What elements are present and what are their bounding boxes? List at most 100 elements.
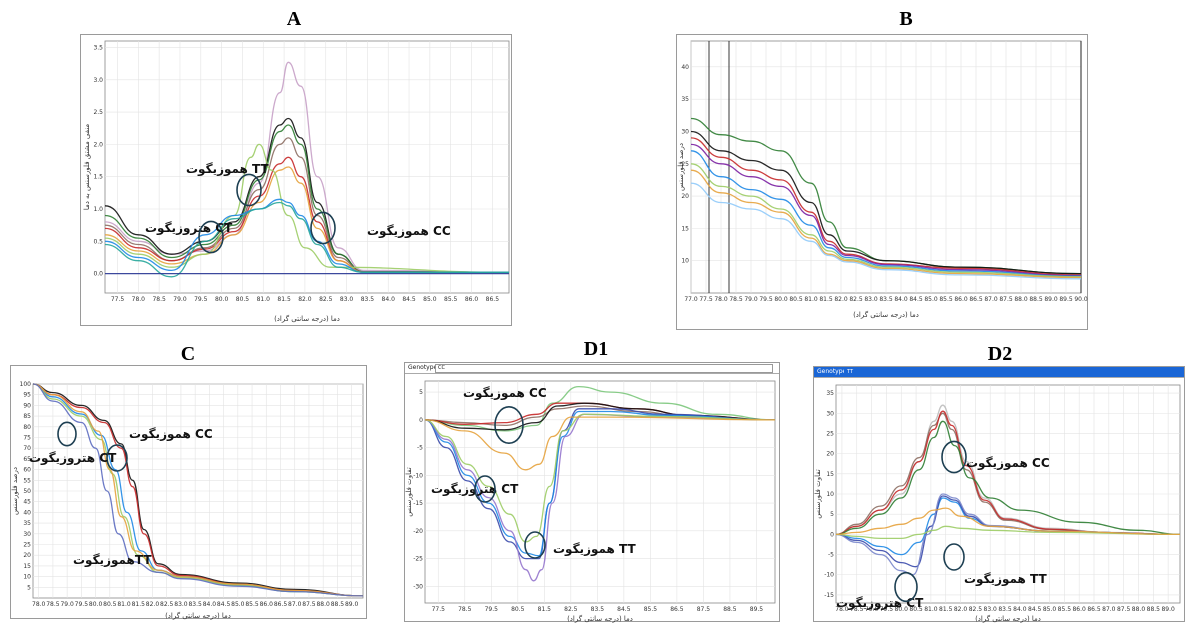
- y-tick-label: -5: [417, 445, 423, 452]
- genotype-annotation: هموزیگوت CC: [129, 427, 213, 442]
- y-tick-label: 75: [23, 435, 31, 442]
- y-tick-label: 0.5: [93, 238, 103, 245]
- x-tick-label: 81.5: [538, 606, 552, 613]
- x-tick-label: 79.0: [744, 296, 758, 303]
- x-tick-label: 85.0: [924, 296, 938, 303]
- x-tick-label: 89.0: [345, 601, 359, 608]
- y-tick-label: 5: [830, 511, 834, 518]
- y-tick-label: 15: [23, 563, 31, 570]
- x-tick-label: 80.5: [511, 606, 525, 613]
- y-tick-label: 40: [23, 509, 31, 516]
- highlight-circle: [474, 475, 496, 503]
- y-tick-label: -20: [413, 528, 423, 535]
- series-line-3: [690, 137, 1082, 276]
- y-tick-label: 1.0: [93, 206, 103, 213]
- series-line-4: [835, 420, 1181, 536]
- genotype-annotation: هموزیگوت TT: [964, 572, 1048, 587]
- series-line-5: [32, 383, 364, 597]
- highlight-circle: [941, 440, 967, 474]
- x-tick-label: 78.0: [32, 601, 46, 608]
- series-line-2: [690, 130, 1082, 275]
- y-tick-label: -10: [824, 572, 834, 579]
- series-line-6: [104, 166, 509, 273]
- panel-title-a: A: [286, 8, 302, 30]
- highlight-circle: [494, 405, 524, 445]
- x-tick-label: 82.5: [849, 296, 863, 303]
- highlight-circle: [524, 531, 546, 559]
- y-tick-label: 20: [826, 451, 834, 458]
- x-tick-label: 80.5: [789, 296, 803, 303]
- x-tick-label: 79.0: [60, 601, 74, 608]
- x-tick-label: 87.5: [697, 606, 711, 613]
- highlight-circle: [57, 421, 77, 447]
- y-axis-label: درصد فلورسنس: [11, 467, 19, 515]
- highlight-circle: [106, 444, 128, 472]
- x-tick-label: 84.0: [1013, 606, 1027, 613]
- series-line-9: [424, 416, 776, 471]
- y-tick-label: 3.0: [93, 77, 103, 84]
- x-tick-label: 82.5: [319, 296, 333, 303]
- x-tick-label: 88.0: [316, 601, 330, 608]
- x-tick-label: 86.5: [969, 296, 983, 303]
- highlight-circle: [943, 543, 965, 571]
- genotype-select-d1[interactable]: CC: [435, 364, 773, 373]
- y-tick-label: 25: [826, 430, 834, 437]
- x-tick-label: 85.5: [245, 601, 259, 608]
- y-tick-label: 10: [23, 574, 31, 581]
- y-tick-label: 5: [419, 389, 423, 396]
- y-axis-label: تفاوت فلورسنس: [405, 467, 413, 516]
- x-tick-label: 86.0: [954, 296, 968, 303]
- genotype-annotation: هموزیگوتTT: [73, 553, 152, 568]
- genotype-annotation: هتروزیگوت CT: [145, 221, 233, 236]
- y-tick-label: -25: [413, 556, 423, 563]
- series-line-6: [32, 383, 364, 597]
- genotype-label-d2: Genotype: [817, 368, 847, 375]
- x-tick-label: 89.0: [1044, 296, 1058, 303]
- x-tick-label: 82.0: [298, 296, 312, 303]
- x-tick-label: 86.0: [465, 296, 479, 303]
- y-tick-label: 50: [23, 488, 31, 495]
- y-tick-label: 3.5: [93, 44, 103, 51]
- x-tick-label: 88.5: [723, 606, 737, 613]
- y-tick-label: 0: [419, 417, 423, 424]
- genotype-annotation: هموزیگوت CC: [966, 456, 1050, 471]
- x-tick-label: 88.0: [1132, 606, 1146, 613]
- y-tick-label: -10: [413, 472, 423, 479]
- x-tick-label: 83.5: [998, 606, 1012, 613]
- x-tick-label: 86.5: [274, 601, 288, 608]
- y-axis-label: منفی مشتق فلورسنس به دما: [83, 124, 91, 211]
- series-line-6: [690, 163, 1082, 278]
- x-tick-label: 82.5: [160, 601, 174, 608]
- y-tick-label: 20: [23, 552, 31, 559]
- y-tick-label: 10: [681, 258, 689, 265]
- x-tick-label: 81.0: [924, 606, 938, 613]
- chart-b-svg: 77.0 77.5 78.0 78.5 79.0 79.5 80.0 80.5 81.0 81.5…: [677, 40, 1088, 319]
- x-tick-label: 85.5: [939, 296, 953, 303]
- x-tick-label: 84.0: [203, 601, 217, 608]
- x-tick-label: 89.5: [750, 606, 764, 613]
- series-line-8: [835, 525, 1181, 540]
- y-tick-label: 25: [681, 161, 689, 168]
- x-tick-label: 78.5: [729, 296, 743, 303]
- x-tick-label: 78.0: [714, 296, 728, 303]
- x-tick-label: 83.5: [188, 601, 202, 608]
- x-tick-label: 80.0: [774, 296, 788, 303]
- x-tick-label: 88.0: [1014, 296, 1028, 303]
- x-tick-label: 79.5: [880, 606, 894, 613]
- x-tick-label: 84.5: [1028, 606, 1042, 613]
- genotype-select-d2[interactable]: TT: [844, 368, 1178, 377]
- chart-a-svg: 77.5 78.0 78.5 79.0 79.5 80.0 80.5 81.0 81.5 82.0…: [83, 40, 510, 323]
- y-tick-label: 70: [23, 445, 31, 452]
- panel-title-c: C: [180, 343, 196, 365]
- x-tick-label: 85.0: [231, 601, 245, 608]
- y-tick-label: -5: [828, 552, 834, 559]
- y-tick-label: 2.5: [93, 109, 103, 116]
- x-tick-label: 77.0: [684, 296, 698, 303]
- y-tick-label: 95: [23, 392, 31, 399]
- x-tick-label: 86.5: [670, 606, 684, 613]
- x-tick-label: 85.5: [444, 296, 458, 303]
- x-tick-label: 81.0: [804, 296, 818, 303]
- x-tick-label: 81.5: [819, 296, 833, 303]
- y-axis-label: تفاوت فلورسنس: [814, 469, 822, 518]
- x-tick-label: 84.5: [217, 601, 231, 608]
